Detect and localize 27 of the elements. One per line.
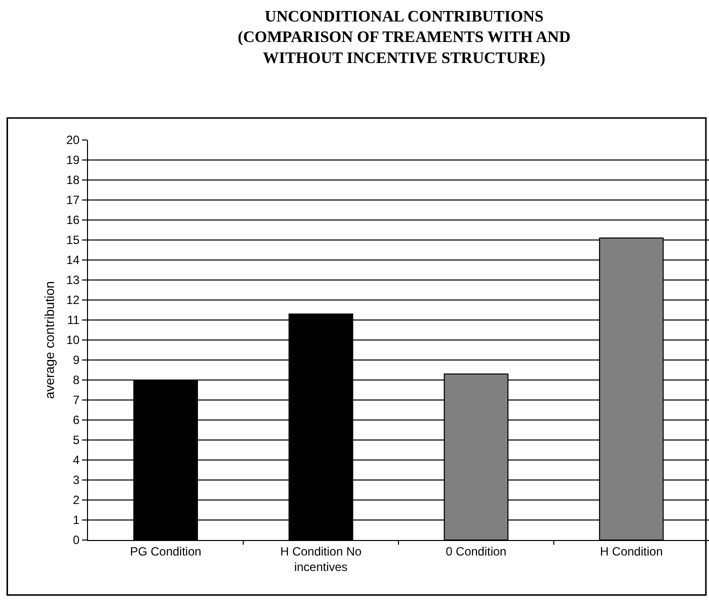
- y-tick-label: 17: [66, 193, 80, 208]
- y-tick-label: 2: [72, 493, 80, 508]
- y-tick-label: 16: [66, 213, 80, 228]
- y-tick-label: 12: [66, 293, 80, 308]
- y-tick-label: 14: [66, 253, 80, 268]
- x-tick-label: 0 Condition: [446, 544, 506, 558]
- y-tick-label: 5: [72, 433, 80, 448]
- y-tick-label: 9: [72, 353, 80, 368]
- y-tick-label: 15: [66, 233, 80, 248]
- y-tick-label: 0: [72, 533, 80, 548]
- y-tick-label: 19: [66, 153, 80, 168]
- x-tick-label: PG Condition: [130, 544, 202, 558]
- y-tick-label: 3: [72, 473, 80, 488]
- y-tick-label: 6: [72, 413, 80, 428]
- y-tick-label: 4: [72, 453, 80, 468]
- x-tick-label: H Condition No incentives: [280, 544, 362, 574]
- y-tick-label: 1: [72, 513, 80, 528]
- y-tick-label: 10: [66, 333, 80, 348]
- y-tick-label: 18: [66, 173, 80, 188]
- y-tick-label: 7: [72, 393, 80, 408]
- y-tick-label: 13: [66, 273, 80, 288]
- y-tick-label: 20: [66, 133, 80, 148]
- y-tick-label: 8: [72, 373, 80, 388]
- y-tick-label: 11: [67, 313, 80, 328]
- chart-title: UNCONDITIONAL CONTRIBUTIONS (COMPARISON OF TREAMENTS WITH AND WITHOUT INCENTIVE STRUCTURE): [238, 8, 571, 67]
- x-tick-label: H Condition: [600, 544, 663, 558]
- y-axis-title: average contribution: [42, 281, 58, 399]
